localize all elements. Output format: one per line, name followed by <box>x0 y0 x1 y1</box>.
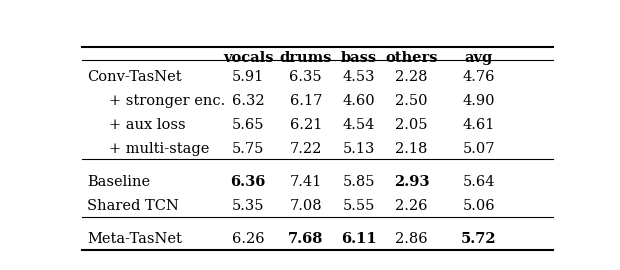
Text: 5.55: 5.55 <box>342 199 374 213</box>
Text: 2.05: 2.05 <box>395 118 428 132</box>
Text: 5.06: 5.06 <box>463 199 495 213</box>
Text: 7.22: 7.22 <box>290 141 322 156</box>
Text: 6.17: 6.17 <box>290 94 322 108</box>
Text: Shared TCN: Shared TCN <box>87 199 179 213</box>
Text: 6.11: 6.11 <box>341 232 376 246</box>
Text: 4.90: 4.90 <box>463 94 495 108</box>
Text: 5.13: 5.13 <box>342 141 374 156</box>
Text: + stronger enc.: + stronger enc. <box>108 94 225 108</box>
Text: 5.35: 5.35 <box>232 199 264 213</box>
Text: 4.54: 4.54 <box>342 118 374 132</box>
Text: 7.41: 7.41 <box>290 175 322 189</box>
Text: 6.21: 6.21 <box>290 118 322 132</box>
Text: 6.35: 6.35 <box>290 70 322 84</box>
Text: 2.26: 2.26 <box>395 199 428 213</box>
Text: 2.28: 2.28 <box>395 70 428 84</box>
Text: 5.91: 5.91 <box>232 70 264 84</box>
Text: avg: avg <box>464 51 493 65</box>
Text: 5.85: 5.85 <box>342 175 375 189</box>
Text: + aux loss: + aux loss <box>108 118 185 132</box>
Text: 2.50: 2.50 <box>395 94 428 108</box>
Text: Meta-TasNet: Meta-TasNet <box>87 232 182 246</box>
Text: 6.36: 6.36 <box>231 175 266 189</box>
Text: 4.53: 4.53 <box>342 70 375 84</box>
Text: vocals: vocals <box>223 51 273 65</box>
Text: 4.76: 4.76 <box>463 70 495 84</box>
Text: 6.32: 6.32 <box>232 94 264 108</box>
Text: 5.07: 5.07 <box>463 141 495 156</box>
Text: + multi-stage: + multi-stage <box>108 141 209 156</box>
Text: 7.08: 7.08 <box>290 199 322 213</box>
Text: 4.60: 4.60 <box>342 94 375 108</box>
Text: 5.72: 5.72 <box>461 232 497 246</box>
Text: 6.26: 6.26 <box>232 232 264 246</box>
Text: 4.61: 4.61 <box>463 118 495 132</box>
Text: Conv-TasNet: Conv-TasNet <box>87 70 182 84</box>
Text: 7.68: 7.68 <box>288 232 324 246</box>
Text: 2.86: 2.86 <box>395 232 428 246</box>
Text: 5.64: 5.64 <box>463 175 495 189</box>
Text: bass: bass <box>340 51 377 65</box>
Text: drums: drums <box>280 51 332 65</box>
Text: others: others <box>385 51 438 65</box>
Text: 5.75: 5.75 <box>232 141 264 156</box>
Text: 5.65: 5.65 <box>232 118 264 132</box>
Text: Baseline: Baseline <box>87 175 150 189</box>
Text: 2.93: 2.93 <box>394 175 429 189</box>
Text: 2.18: 2.18 <box>396 141 428 156</box>
